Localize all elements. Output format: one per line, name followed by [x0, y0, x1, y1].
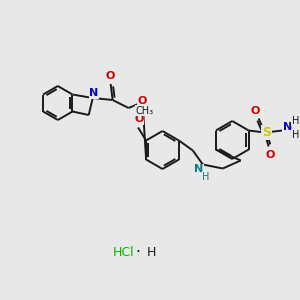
Text: ·: · [135, 244, 140, 260]
Text: H: H [202, 172, 209, 182]
Text: N: N [89, 88, 98, 98]
Text: H: H [146, 245, 156, 259]
Text: N: N [194, 164, 203, 175]
Text: O: O [106, 71, 115, 81]
Text: O: O [266, 149, 275, 160]
Text: H: H [292, 130, 299, 140]
Text: N: N [283, 122, 292, 133]
Text: O: O [251, 106, 260, 116]
Text: O: O [138, 96, 147, 106]
Text: HCl: HCl [112, 245, 134, 259]
Text: S: S [262, 126, 271, 139]
Text: O: O [134, 115, 144, 124]
Text: H: H [292, 116, 299, 125]
Text: CH₃: CH₃ [135, 106, 153, 116]
